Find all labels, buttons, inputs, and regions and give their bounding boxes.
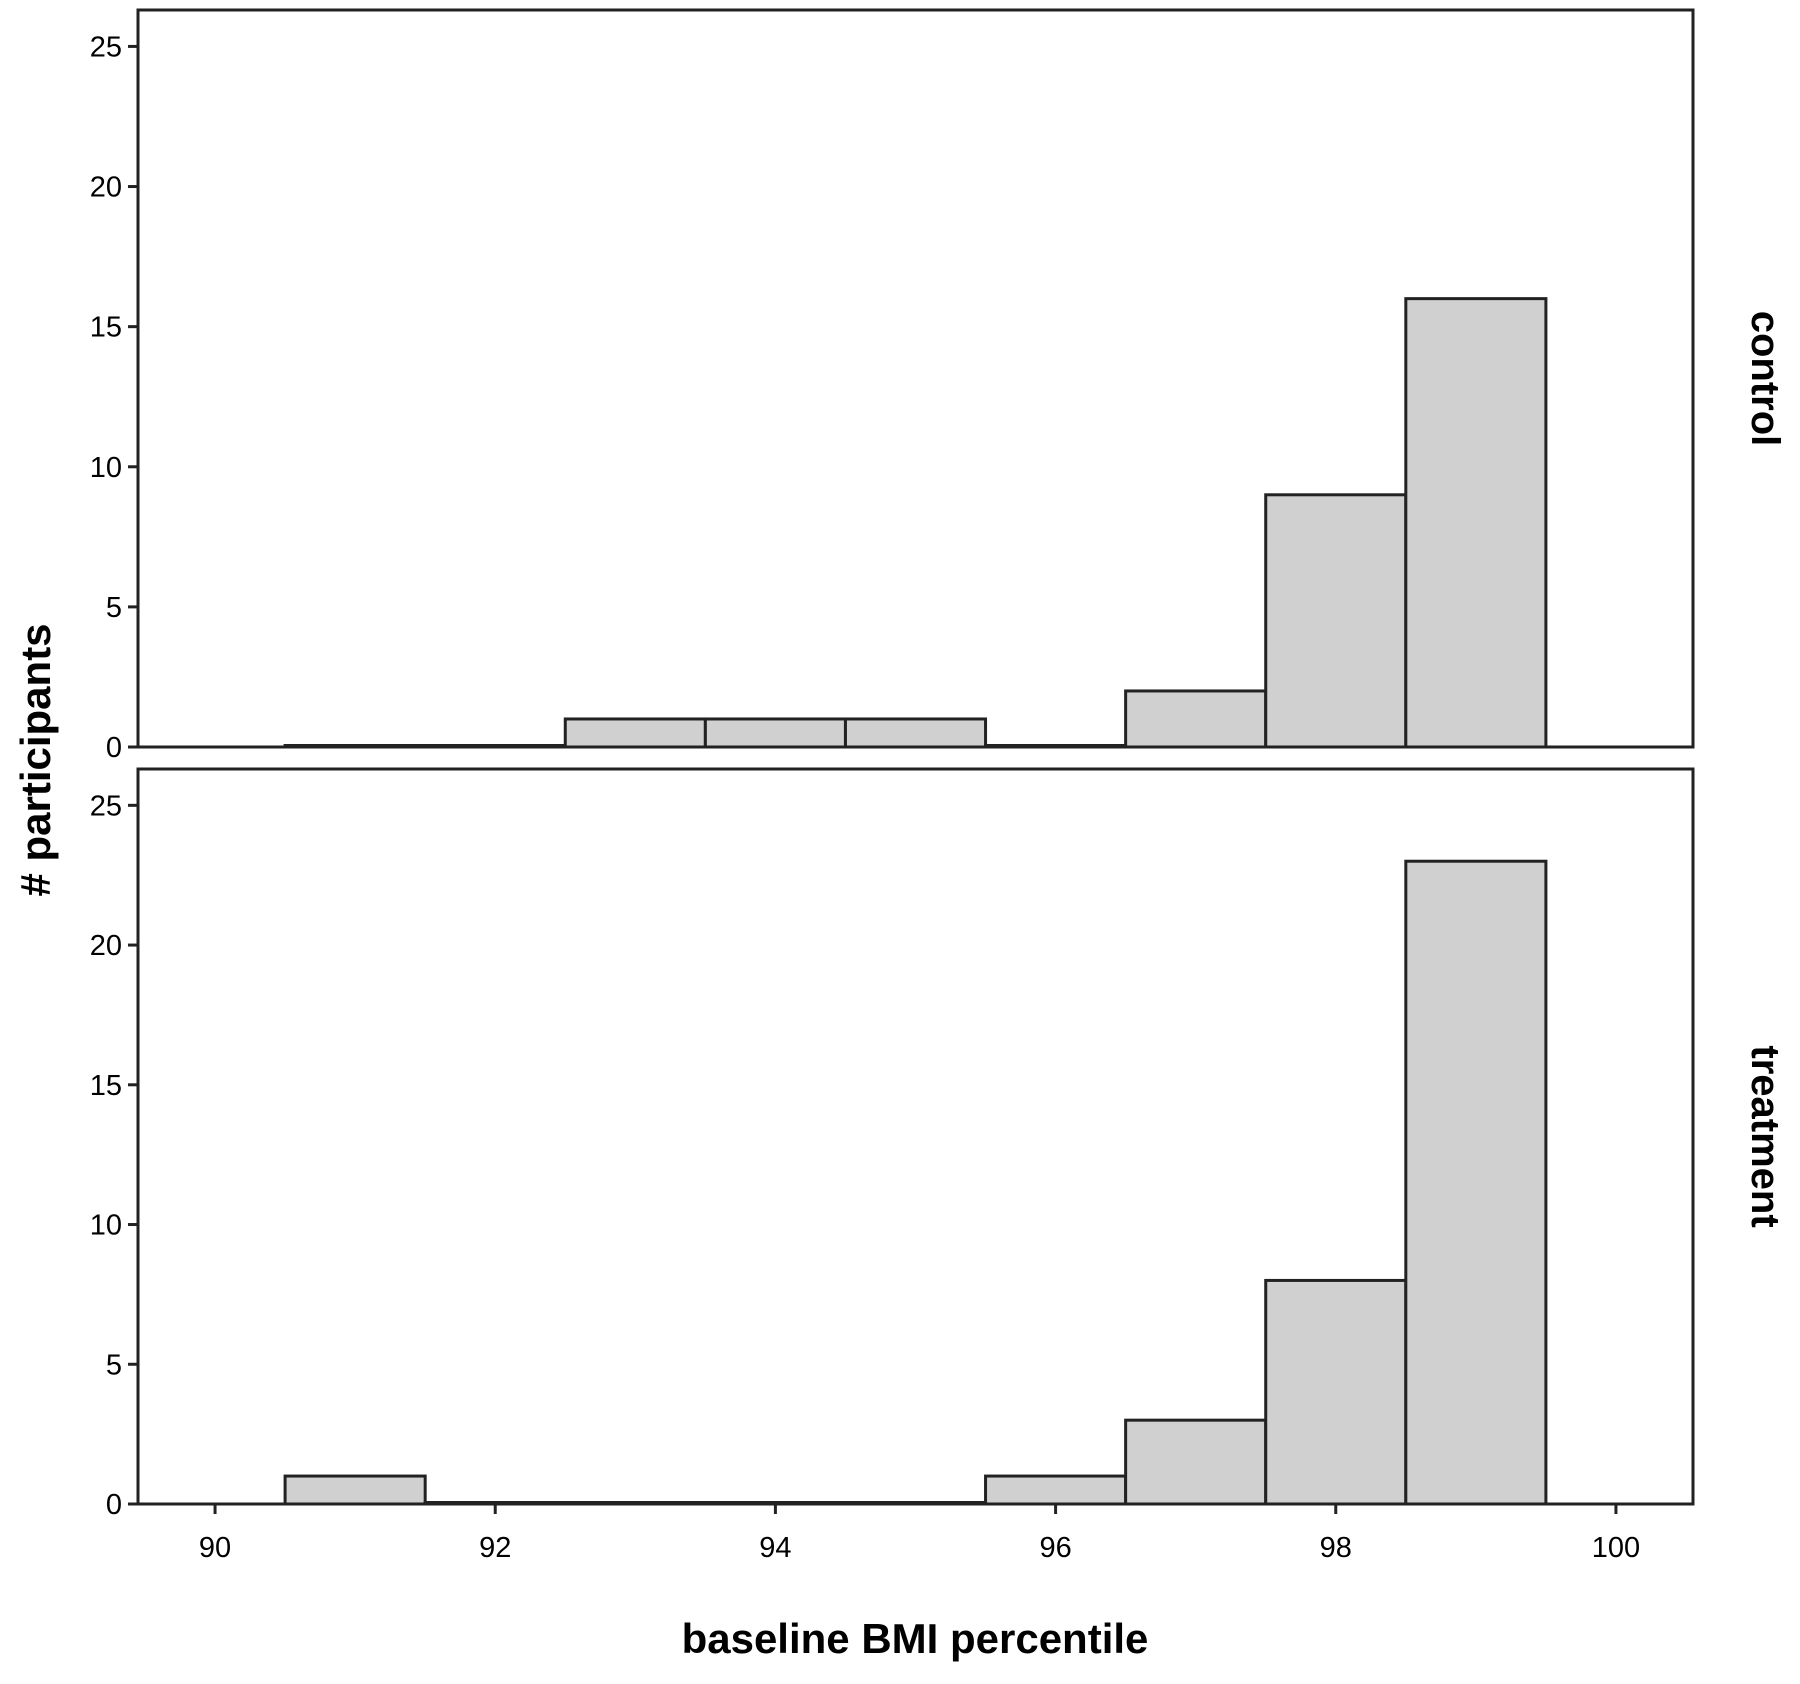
- x-tick-label: 92: [479, 1532, 511, 1564]
- x-axis: 90 92 94 96 98 100: [199, 1504, 1640, 1564]
- histogram-bar: [563, 717, 707, 749]
- y-tick-label: 10: [90, 1210, 122, 1242]
- histogram-bar: [1124, 1418, 1268, 1506]
- y-tick-label: 0: [106, 1489, 122, 1521]
- histogram-bar: [283, 744, 427, 749]
- histogram-bar: [1404, 859, 1548, 1506]
- x-axis-title: baseline BMI percentile: [682, 1615, 1149, 1662]
- x-tick-label: 90: [199, 1532, 231, 1564]
- histogram-bar: [283, 1474, 427, 1506]
- panel-control: 0 5 10 15 20 25 control: [90, 8, 1787, 764]
- histogram-bar: [1264, 1278, 1408, 1506]
- y-tick-label: 5: [106, 1349, 122, 1381]
- facet-label-control: control: [1743, 311, 1787, 447]
- histogram-bar: [423, 1501, 567, 1506]
- x-tick-label: 98: [1320, 1532, 1352, 1564]
- y-tick-label: 25: [90, 790, 122, 822]
- histogram-bar: [703, 1501, 847, 1506]
- y-tick-label: 15: [90, 312, 122, 344]
- x-tick-label: 100: [1592, 1532, 1640, 1564]
- x-tick-label: 96: [1039, 1532, 1071, 1564]
- facet-label-treatment: treatment: [1743, 1045, 1787, 1227]
- y-tick-label: 0: [106, 732, 122, 764]
- x-tick-label: 94: [759, 1532, 791, 1564]
- y-tick-label: 5: [106, 592, 122, 624]
- y-tick-label: 25: [90, 31, 122, 63]
- histogram-bar: [1264, 493, 1408, 749]
- panel-treatment: 0 5 10 15 20 25 treatment: [90, 767, 1787, 1521]
- y-tick-label: 20: [90, 172, 122, 204]
- histogram-bar: [563, 1501, 707, 1506]
- histogram-bar: [1124, 689, 1268, 749]
- y-axis-title: # participants: [12, 623, 59, 896]
- histogram-bar: [843, 717, 988, 749]
- histogram-bar: [703, 717, 847, 749]
- y-tick-label: 10: [90, 452, 122, 484]
- y-tick-label: 20: [90, 930, 122, 962]
- histogram-bar: [984, 1474, 1128, 1506]
- y-tick-label: 15: [90, 1070, 122, 1102]
- histogram-bar: [1404, 297, 1548, 749]
- panels-layer: 0 5 10 15 20 25 control 0 5 10 15 20 25 treatment: [90, 8, 1787, 1521]
- histogram-bar: [843, 1501, 988, 1506]
- histogram-bar: [423, 744, 567, 749]
- histogram-bar: [984, 744, 1128, 749]
